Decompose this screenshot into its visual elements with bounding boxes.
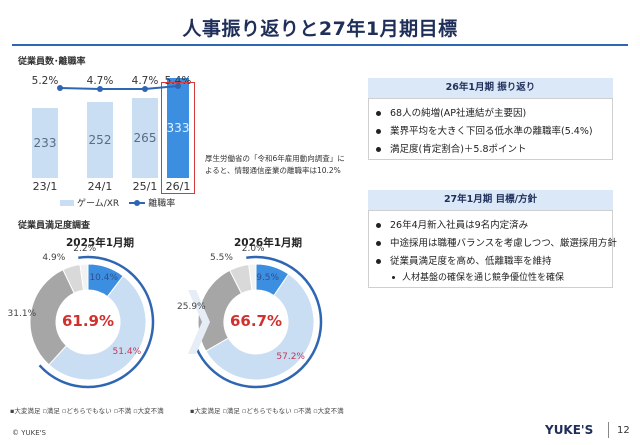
donut-slice-label: 2.0% — [242, 244, 265, 254]
goals-panel-header: 27年1月期 目標/方針 — [368, 190, 613, 210]
goals-item-1: 26年4月新入社員は9名内定済み — [390, 217, 528, 231]
footer-separator — [608, 422, 609, 438]
goals-sub-bullet — [392, 276, 395, 279]
donut-slice-label: 25.9% — [177, 302, 206, 312]
review-item-2: 業界平均を大きく下回る低水準の離職率(5.4%) — [390, 123, 593, 137]
donut-slice-label: 10.4% — [89, 273, 118, 283]
donut-slice-label: 2.2% — [73, 244, 96, 254]
review-item-3: 満足度(肯定割合)＋5.8ポイント — [390, 141, 527, 155]
goals-bullet-3 — [376, 259, 381, 264]
company-logo: YUKE'S — [545, 423, 593, 437]
review-bullet-3 — [376, 147, 381, 152]
review-panel-header: 26年1月期 振り返り — [368, 78, 613, 98]
donut-slice-label: 31.1% — [8, 309, 37, 319]
goals-item-2: 中途採用は職種バランスを考慮しつつ、厳選採用方針 — [390, 235, 617, 249]
goals-bullet-1 — [376, 223, 381, 228]
goals-item-3: 従業員満足度を高め、低離職率を維持 — [390, 253, 552, 267]
review-bullet-1 — [376, 111, 381, 116]
donut-slice-label: 57.2% — [276, 352, 305, 362]
review-bullet-2 — [376, 129, 381, 134]
donut-slice-label: 51.4% — [113, 347, 142, 357]
donut-2026-legend: ▪大変満足 ▫満足 ▫どちらでもない ▫不満 ▫大変不満 — [190, 405, 344, 415]
footer-copyright: © YUKE'S — [12, 429, 46, 437]
review-item-1: 68人の純増(AP社連結が主要因) — [390, 105, 526, 119]
donut-slice-label: 5.5% — [210, 253, 233, 263]
goals-bullet-2 — [376, 241, 381, 246]
donut-slice-label: 9.5% — [256, 273, 279, 283]
goals-sub-item: 人材基盤の確保を通じ競争優位性を確保 — [402, 270, 564, 283]
donut-center-value: 66.7% — [226, 312, 286, 330]
donut-center-value: 61.9% — [58, 312, 118, 330]
donut-slice-label: 4.9% — [42, 253, 65, 263]
page-number: 12 — [617, 425, 630, 436]
donut-2025-legend: ▪大変満足 ▫満足 ▫どちらでもない ▫不満 ▫大変不満 — [10, 405, 164, 415]
